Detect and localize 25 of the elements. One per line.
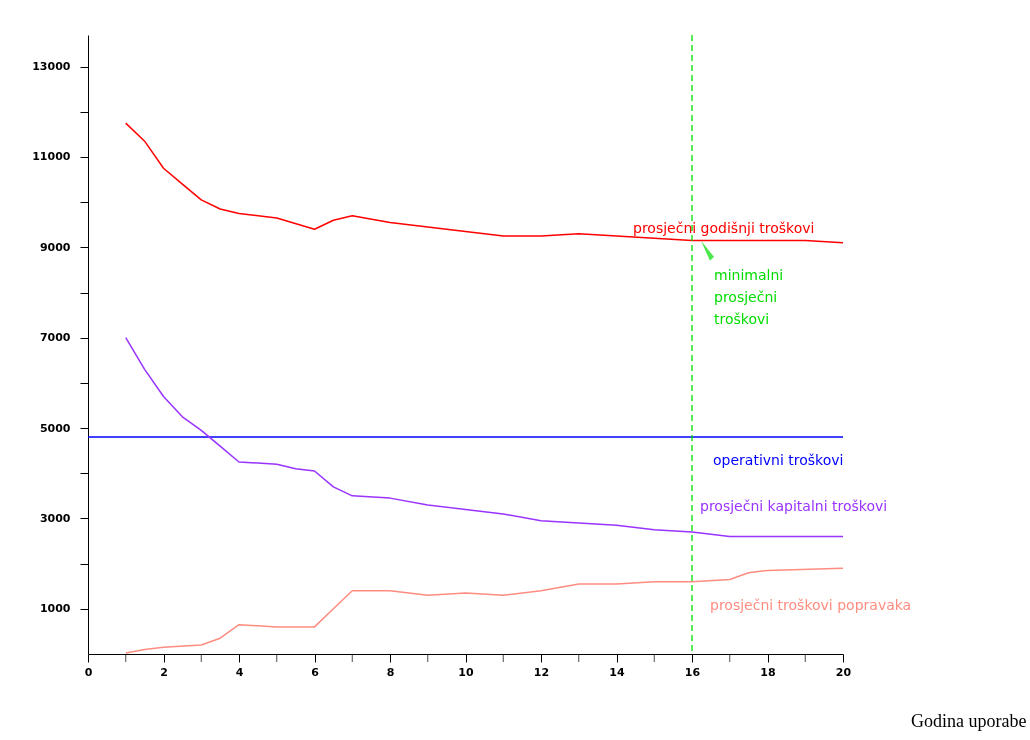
y-tick-label: 1000 [39,602,71,616]
series-label: prosječni godišnji troškovi [633,219,815,236]
x-tick-label: 12 [533,665,550,679]
y-tick-label: 3000 [39,511,71,525]
line-series [125,122,844,244]
x-axis-title: Godina uporabe [911,710,1027,731]
y-tick-label: 9000 [39,240,71,254]
x-tick-label: 14 [609,665,625,679]
series-label: prosječni troškovi popravaka [710,597,912,614]
x-tick-label: 0 [84,665,93,679]
x-tick-label: 8 [386,665,395,679]
annotation: minimalni prosječni troškovi [714,266,784,327]
y-tick-label: 11000 [32,150,71,164]
x-tick-label: 4 [235,665,244,679]
x-tick-label: 6 [311,665,320,679]
x-tick-label: 16 [684,665,701,679]
y-tick-label: 13000 [32,60,71,74]
x-tick-label: 10 [458,665,474,679]
y-tick-label: 7000 [39,331,71,345]
x-tick-label: 18 [760,665,776,679]
x-tick-label: 20 [835,665,852,679]
y-tick-label: 5000 [39,421,71,435]
series-label: operativni troškovi [713,452,844,469]
x-tick-label: 2 [160,665,168,679]
series-label: prosječni kapitalni troškovi [700,497,888,514]
